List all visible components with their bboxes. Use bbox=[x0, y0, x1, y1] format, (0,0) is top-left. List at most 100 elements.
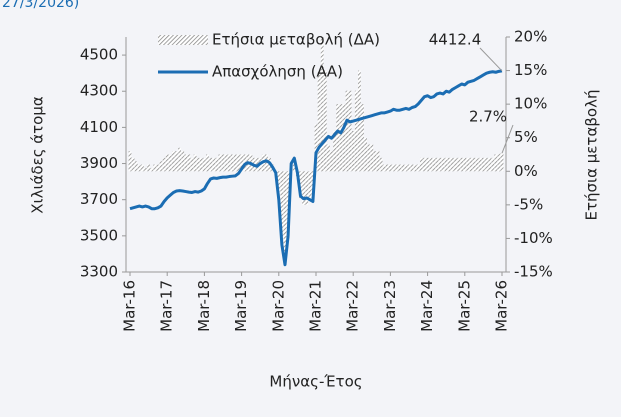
y-axis-title: Χιλιάδες άτομα bbox=[29, 96, 47, 214]
bar bbox=[221, 154, 225, 172]
y2-tick-label: 15% bbox=[514, 61, 547, 79]
y-tick-label: 3300 bbox=[80, 263, 118, 281]
bar bbox=[168, 154, 172, 172]
bar bbox=[413, 164, 417, 172]
bar bbox=[342, 104, 346, 172]
bar bbox=[317, 70, 321, 172]
y-tick-label: 4100 bbox=[80, 118, 118, 136]
bar bbox=[423, 157, 426, 172]
bar bbox=[398, 164, 402, 172]
bar bbox=[137, 164, 141, 172]
y-tick-label: 3900 bbox=[80, 154, 118, 172]
y-tick-label: 3500 bbox=[80, 226, 118, 244]
y2-tick-label: 10% bbox=[514, 95, 547, 113]
bar bbox=[280, 171, 284, 239]
x-tick-label: Mar-22 bbox=[344, 280, 362, 332]
bar bbox=[420, 157, 423, 172]
bar bbox=[488, 157, 491, 172]
y2-axis-title: Ετήσια μεταβολή bbox=[583, 90, 601, 221]
bar bbox=[227, 154, 231, 172]
bar bbox=[376, 151, 380, 172]
bar bbox=[451, 157, 454, 172]
bar bbox=[364, 137, 367, 172]
bar bbox=[172, 151, 175, 172]
bar bbox=[330, 151, 333, 172]
bar bbox=[466, 157, 470, 172]
bar bbox=[175, 151, 178, 172]
x-tick-label: Mar-18 bbox=[195, 280, 213, 332]
bar bbox=[196, 157, 200, 172]
leader-line bbox=[479, 47, 503, 72]
y-tick-label: 4300 bbox=[80, 82, 118, 100]
bar bbox=[165, 154, 169, 172]
bar bbox=[472, 157, 476, 172]
x-axis-title: Μήνας-Έτος bbox=[269, 373, 362, 391]
bar bbox=[265, 154, 268, 172]
bar bbox=[435, 157, 439, 172]
line bbox=[129, 69, 503, 267]
bar bbox=[491, 157, 495, 172]
bar bbox=[327, 144, 330, 172]
bar bbox=[206, 154, 209, 172]
y2-tick-label: -5% bbox=[514, 195, 543, 213]
bar bbox=[153, 164, 157, 172]
bar bbox=[392, 164, 395, 172]
bar bbox=[367, 144, 371, 172]
legend-label: Απασχόληση (ΑΑ) bbox=[212, 63, 343, 81]
bar bbox=[379, 157, 383, 172]
bar bbox=[454, 157, 457, 172]
bar bbox=[323, 70, 327, 172]
bar bbox=[494, 154, 498, 172]
bar bbox=[429, 157, 433, 172]
bar bbox=[193, 154, 197, 172]
bar bbox=[500, 153, 504, 172]
bar bbox=[485, 157, 488, 172]
bar bbox=[184, 154, 188, 172]
bar bbox=[361, 104, 364, 172]
x-tick-label: Mar-26 bbox=[493, 280, 511, 332]
bar bbox=[156, 164, 160, 172]
bar bbox=[203, 157, 206, 172]
bar bbox=[395, 164, 398, 172]
bar bbox=[460, 157, 464, 172]
x-tick-label: Mar-24 bbox=[418, 280, 436, 332]
bar bbox=[475, 157, 479, 172]
bar bbox=[444, 157, 448, 172]
bar bbox=[482, 157, 485, 172]
y2-tick-label: 20% bbox=[514, 28, 547, 46]
bar bbox=[358, 70, 361, 172]
x-tick-label: Mar-16 bbox=[121, 280, 139, 332]
bar bbox=[354, 90, 358, 172]
bar bbox=[141, 164, 144, 172]
bar bbox=[283, 171, 287, 259]
x-tick-label: Mar-25 bbox=[455, 280, 473, 332]
bar bbox=[463, 157, 467, 172]
bar bbox=[237, 154, 240, 172]
bar bbox=[305, 171, 309, 205]
bar bbox=[314, 124, 318, 172]
bar bbox=[320, 37, 324, 172]
bar bbox=[438, 157, 442, 172]
bar bbox=[497, 153, 501, 172]
bar bbox=[389, 164, 392, 172]
bar bbox=[240, 154, 243, 172]
bar bbox=[447, 157, 451, 172]
y2-tick-label: -15% bbox=[514, 263, 553, 281]
bar bbox=[215, 157, 219, 172]
bar bbox=[178, 147, 181, 172]
y2-tick-label: -10% bbox=[514, 229, 553, 247]
bar bbox=[234, 154, 237, 172]
bar bbox=[144, 167, 147, 172]
bar bbox=[190, 157, 194, 172]
bar bbox=[404, 164, 408, 172]
x-tick-label: Mar-19 bbox=[232, 280, 250, 332]
bar bbox=[131, 157, 135, 172]
bar bbox=[159, 161, 163, 172]
bar bbox=[292, 164, 296, 172]
bar bbox=[416, 164, 420, 172]
bar bbox=[336, 104, 340, 172]
bar bbox=[469, 157, 473, 172]
bar bbox=[134, 161, 138, 172]
bar bbox=[224, 154, 228, 172]
